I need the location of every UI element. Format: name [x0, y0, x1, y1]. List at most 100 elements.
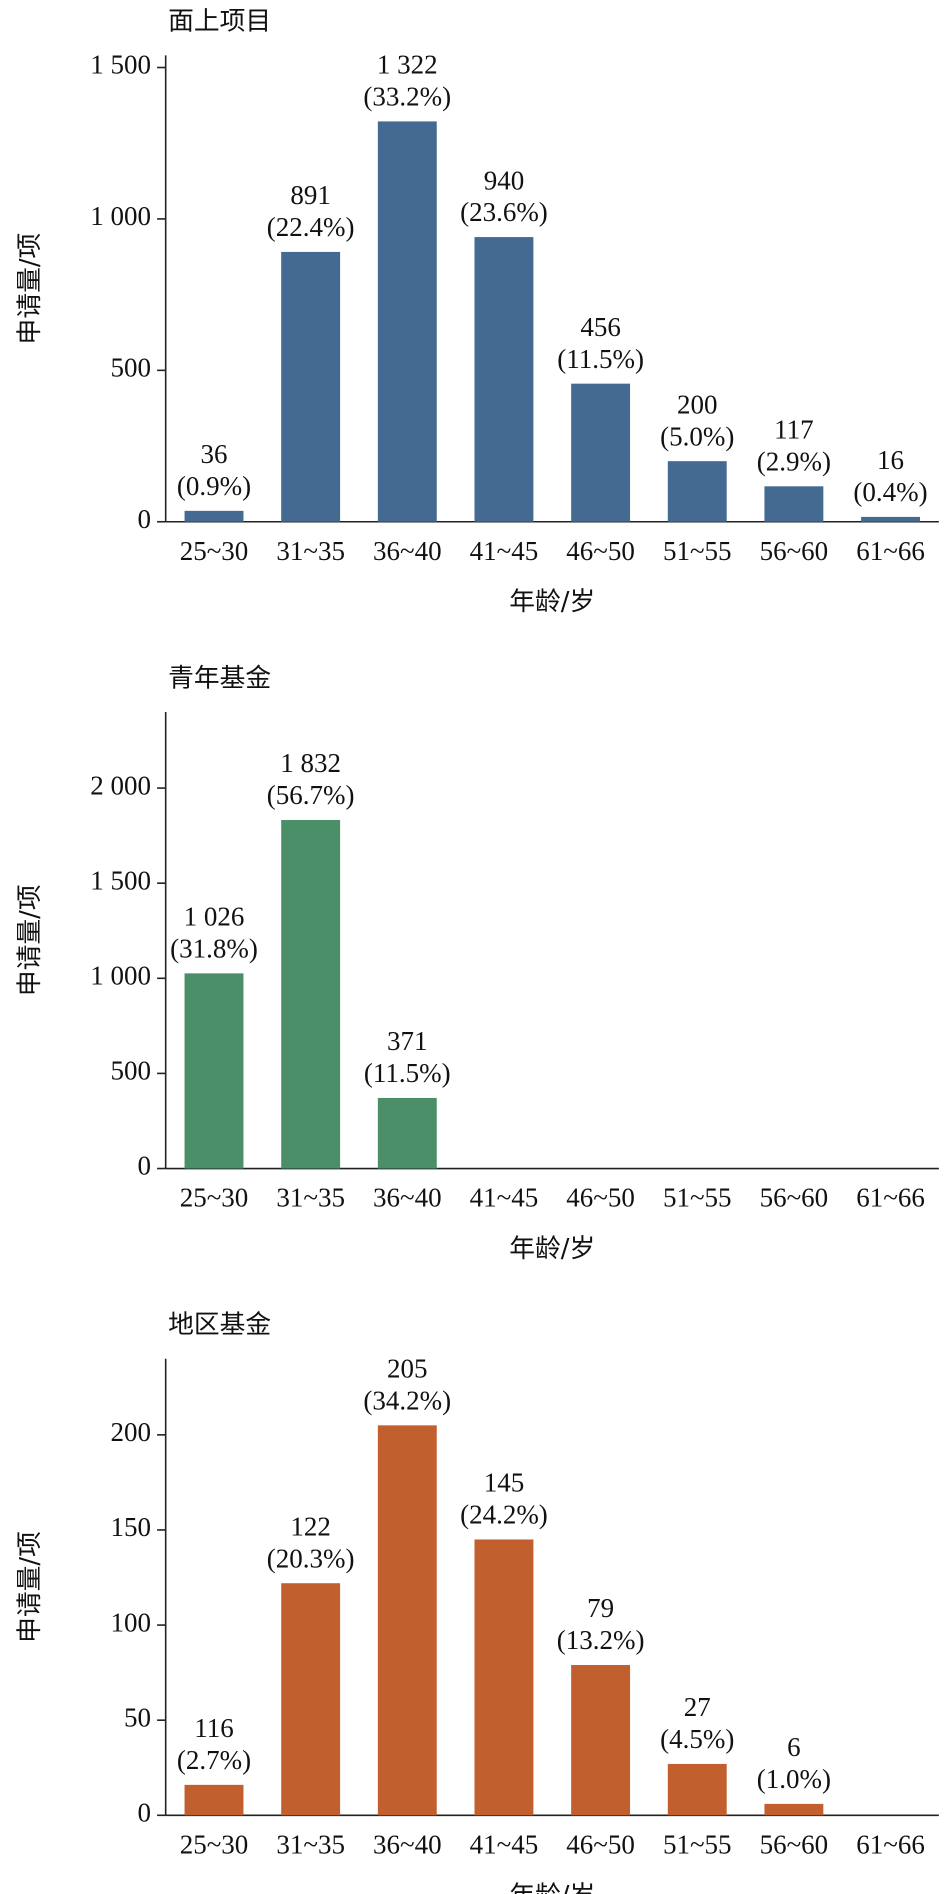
bar [184, 973, 244, 1169]
bar [474, 237, 534, 522]
share-label: (2.7%) [177, 1745, 251, 1775]
chart-title: 青年基金 [168, 663, 271, 693]
value-label: 16 [877, 445, 904, 475]
value-label: 456 [580, 312, 621, 342]
bar [281, 1583, 341, 1816]
y-axis-label: 申请量/项 [15, 233, 45, 345]
value-label: 1 322 [377, 50, 438, 80]
x-tick-label: 61~66 [856, 1183, 925, 1213]
y-tick-label: 1 500 [90, 50, 151, 80]
value-label: 36 [201, 439, 228, 469]
bar [377, 1425, 437, 1816]
share-label: (23.6%) [460, 197, 548, 227]
y-tick-label: 1 000 [90, 960, 151, 990]
share-label: (34.2%) [363, 1385, 451, 1415]
value-label: 1 026 [184, 902, 245, 932]
y-tick-label: 1 500 [90, 865, 151, 895]
x-tick-label: 25~30 [180, 1183, 249, 1213]
value-label: 1 832 [280, 748, 341, 778]
y-tick-label: 500 [110, 1056, 151, 1086]
x-tick-label: 61~66 [856, 536, 925, 566]
y-tick-label: 200 [110, 1417, 151, 1447]
x-tick-label: 41~45 [470, 1183, 539, 1213]
x-tick-label: 25~30 [180, 1829, 249, 1859]
x-tick-label: 36~40 [373, 1829, 442, 1859]
value-label: 122 [290, 1511, 331, 1541]
share-label: (24.2%) [460, 1500, 548, 1530]
bar [571, 1665, 631, 1816]
x-tick-label: 36~40 [373, 1183, 442, 1213]
bar [764, 486, 824, 522]
x-tick-label: 46~50 [566, 1829, 635, 1859]
chart-title: 地区基金 [168, 1310, 271, 1340]
x-tick-label: 31~35 [276, 1183, 345, 1213]
x-tick-label: 31~35 [276, 1829, 345, 1859]
y-tick-label: 0 [137, 1797, 151, 1827]
value-label: 205 [387, 1354, 428, 1384]
share-label: (31.8%) [170, 933, 258, 963]
x-tick-label: 36~40 [373, 536, 442, 566]
x-tick-label: 41~45 [470, 536, 539, 566]
y-tick-label: 50 [124, 1702, 151, 1732]
y-tick-label: 150 [110, 1512, 151, 1542]
y-axis-label: 申请量/项 [15, 884, 45, 996]
bar [377, 1097, 437, 1169]
share-label: (4.5%) [660, 1724, 734, 1754]
y-axis-label: 申请量/项 [15, 1531, 45, 1643]
x-tick-label: 46~50 [566, 536, 635, 566]
x-tick-label: 51~55 [663, 1829, 732, 1859]
bar [764, 1803, 824, 1816]
share-label: (13.2%) [557, 1625, 645, 1655]
x-tick-label: 41~45 [470, 1829, 539, 1859]
x-tick-label: 61~66 [856, 1829, 925, 1859]
x-tick-label: 46~50 [566, 1183, 635, 1213]
x-tick-label: 25~30 [180, 536, 249, 566]
share-label: (0.4%) [853, 477, 927, 507]
share-label: (1.0%) [757, 1764, 831, 1794]
bar [474, 1539, 534, 1816]
y-tick-label: 100 [110, 1607, 151, 1637]
share-label: (56.7%) [267, 780, 355, 810]
bar [377, 121, 437, 522]
y-tick-label: 0 [137, 1151, 151, 1181]
y-tick-label: 500 [110, 353, 151, 383]
bar [184, 1784, 244, 1816]
share-label: (33.2%) [363, 82, 451, 112]
bar [861, 516, 920, 522]
x-tick-label: 56~60 [760, 1829, 829, 1859]
x-axis-label: 年龄/岁 [509, 1234, 595, 1264]
x-tick-label: 31~35 [276, 536, 345, 566]
chart-title: 面上项目 [168, 7, 271, 37]
bar [667, 1763, 727, 1816]
value-label: 145 [484, 1468, 525, 1498]
value-label: 79 [587, 1593, 614, 1623]
y-tick-label: 2 000 [90, 770, 151, 800]
share-label: (22.4%) [267, 212, 355, 242]
value-label: 940 [484, 165, 525, 195]
share-label: (2.9%) [757, 446, 831, 476]
bar [571, 383, 631, 522]
x-tick-label: 56~60 [760, 536, 829, 566]
value-label: 200 [677, 389, 718, 419]
x-tick-label: 51~55 [663, 1183, 732, 1213]
share-label: (0.9%) [177, 471, 251, 501]
value-label: 891 [290, 180, 331, 210]
bar [281, 251, 341, 522]
y-tick-label: 1 000 [90, 201, 151, 231]
bar [667, 461, 727, 522]
value-label: 27 [684, 1692, 711, 1722]
share-label: (5.0%) [660, 421, 734, 451]
y-tick-label: 0 [137, 504, 151, 534]
value-label: 117 [774, 415, 814, 445]
bar [281, 820, 341, 1169]
share-label: (11.5%) [557, 344, 644, 374]
x-tick-label: 56~60 [760, 1183, 829, 1213]
share-label: (20.3%) [267, 1543, 355, 1573]
value-label: 6 [787, 1732, 801, 1762]
x-tick-label: 51~55 [663, 536, 732, 566]
value-label: 371 [387, 1026, 428, 1056]
value-label: 116 [194, 1713, 233, 1743]
x-axis-label: 年龄/岁 [509, 1881, 595, 1894]
share-label: (11.5%) [364, 1058, 451, 1088]
